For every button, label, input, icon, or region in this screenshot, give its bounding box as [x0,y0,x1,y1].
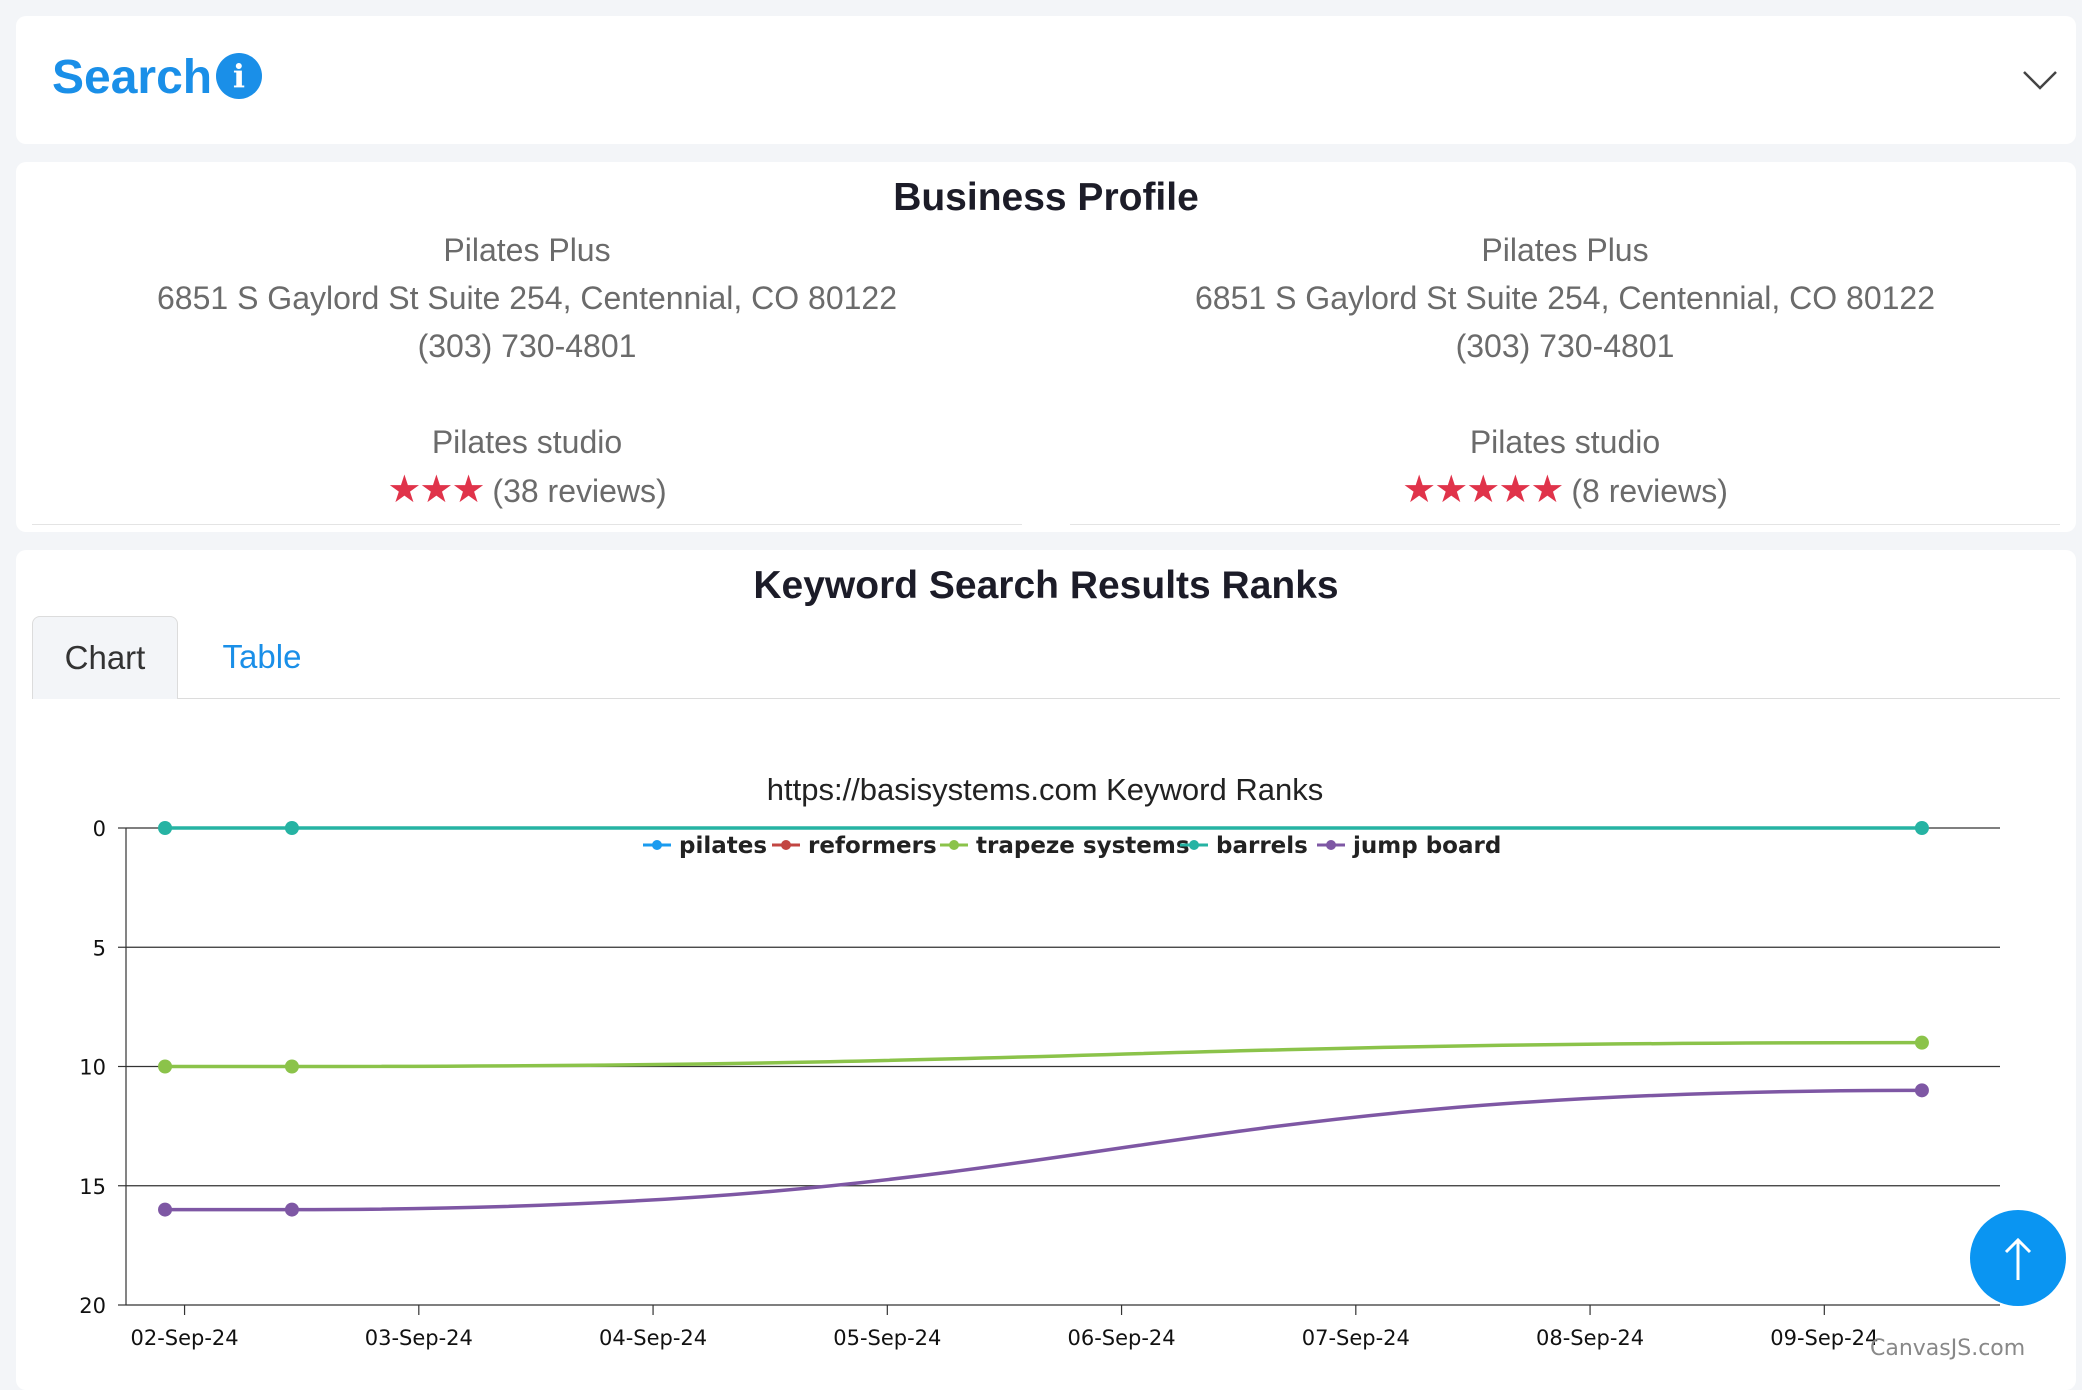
business-profile-panel: Business Profile Pilates Plus 6851 S Gay… [16,162,2076,532]
business-phone: (303) 730-4801 [1455,328,1675,364]
divider [1070,524,2060,525]
info-icon[interactable]: i [216,53,262,99]
tab-table[interactable]: Table [222,638,302,675]
chart-credit: CanvasJS.com [1870,1336,2026,1361]
business-address: 6851 S Gaylord St Suite 254, Centennial,… [1194,280,1936,316]
business-phone: (303) 730-4801 [417,328,637,364]
star-rating-icons: ★★★★★ [1402,469,1564,511]
search-panel[interactable]: Search i [16,16,2076,144]
business-name: Pilates Plus [443,232,611,268]
search-title[interactable]: Search [52,51,213,104]
scroll-to-top-button[interactable] [1970,1210,2066,1306]
star-rating-icons: ★★★ [387,469,485,511]
rating-row: ★★★ (38 reviews) [32,466,1022,514]
chevron-down-icon[interactable] [2022,68,2058,92]
profile-card-left: Pilates Plus 6851 S Gaylord St Suite 254… [32,226,1022,525]
tab-chart[interactable]: Chart [32,616,178,699]
review-count: (8 reviews) [1571,473,1728,509]
rating-row: ★★★★★ (8 reviews) [1070,466,2060,514]
business-address: 6851 S Gaylord St Suite 254, Centennial,… [156,280,898,316]
divider [32,524,1022,525]
review-count: (38 reviews) [492,473,667,509]
business-profile-title: Business Profile [893,176,1199,219]
profile-card-right: Pilates Plus 6851 S Gaylord St Suite 254… [1070,226,2060,525]
business-category: Pilates studio [431,424,623,460]
keyword-ranks-title: Keyword Search Results Ranks [753,564,1339,607]
tab-bar: Chart Table [32,616,2060,699]
keyword-ranks-panel: Keyword Search Results Ranks Chart Table [16,550,2076,1390]
business-name: Pilates Plus [1481,232,1649,268]
business-category: Pilates studio [1469,424,1661,460]
arrow-up-icon [2004,1237,2032,1280]
